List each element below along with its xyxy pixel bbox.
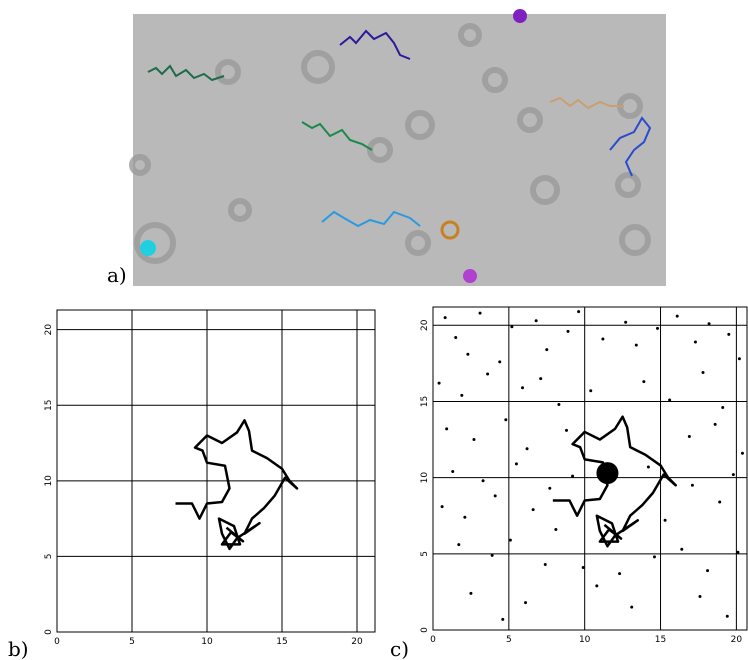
x-tick-label: 5 xyxy=(129,637,135,647)
scatter-dot xyxy=(690,483,694,487)
scatter-dot xyxy=(534,319,538,323)
panel-label: c) xyxy=(390,637,409,660)
x-tick-label: 20 xyxy=(731,635,743,645)
scatter-dot xyxy=(493,494,497,498)
scatter-dot xyxy=(440,505,444,509)
scatter-dot xyxy=(443,316,447,320)
scatter-dot xyxy=(740,451,744,455)
scatter-dot xyxy=(725,614,729,618)
x-tick-label: 10 xyxy=(201,637,213,647)
scatter-dot xyxy=(687,435,691,439)
scatter-dot xyxy=(524,601,528,605)
scatter-dot xyxy=(663,518,667,522)
scatter-dot xyxy=(557,403,561,407)
scatter-dot xyxy=(437,381,441,385)
x-tick-label: 0 xyxy=(54,637,60,647)
y-tick-label: 5 xyxy=(44,554,54,560)
scatter-dot xyxy=(581,566,585,570)
y-tick-label: 10 xyxy=(44,475,54,487)
scatter-dot xyxy=(706,569,710,573)
plot-frame xyxy=(56,309,376,633)
scatter-dot xyxy=(736,550,740,554)
scatter-dot xyxy=(652,555,656,559)
panel-label: b) xyxy=(8,637,29,660)
scatter-dot xyxy=(642,380,646,384)
trajectory xyxy=(175,419,299,551)
scatter-dot xyxy=(472,438,476,442)
scatter-dot xyxy=(514,462,518,466)
scatter-dot xyxy=(463,515,467,519)
scatter-dot xyxy=(554,527,558,531)
particle-marker xyxy=(596,462,619,485)
scatter-dot xyxy=(445,427,449,431)
x-tick-label: 0 xyxy=(430,635,436,645)
scatter-dot xyxy=(707,322,711,326)
y-tick-label: 0 xyxy=(44,629,54,635)
x-tick-label: 15 xyxy=(655,635,666,645)
x-tick-label: 15 xyxy=(276,637,287,647)
scatter-dot xyxy=(624,320,628,324)
scatter-dot xyxy=(478,311,482,315)
x-tick-label: 10 xyxy=(579,635,591,645)
scatter-dot xyxy=(466,352,470,356)
scatter-dot xyxy=(713,422,717,426)
scatter-dot xyxy=(698,594,702,598)
scatter-dot xyxy=(675,314,679,318)
scatter-dot xyxy=(531,508,535,512)
plot-frame xyxy=(432,306,748,631)
scatter-dot xyxy=(693,340,697,344)
scatter-dot xyxy=(481,479,485,483)
x-tick-label: 5 xyxy=(506,635,512,645)
y-tick-label: 15 xyxy=(44,400,54,411)
scatter-dot xyxy=(566,329,570,333)
scatter-dot xyxy=(564,428,568,432)
scatter-dot xyxy=(656,326,660,330)
panel-label: a) xyxy=(107,263,127,287)
scatter-dot xyxy=(646,465,650,469)
scatter-dot xyxy=(490,553,494,557)
microscope-image xyxy=(129,9,666,286)
scatter-dot xyxy=(589,389,593,393)
scatter-dot xyxy=(457,543,461,547)
scatter-dot xyxy=(601,337,605,341)
scatter-dot xyxy=(545,348,549,352)
scatter-dot xyxy=(548,486,552,490)
scatter-dot xyxy=(454,335,458,339)
scatter-dot xyxy=(718,500,722,504)
y-tick-label: 5 xyxy=(420,551,430,557)
scatter-dot xyxy=(680,547,684,551)
scatter-dot xyxy=(525,447,529,451)
scatter-dot xyxy=(721,406,725,410)
scatter-dot xyxy=(451,470,455,474)
scatter-dot xyxy=(571,474,575,478)
scatter-dot xyxy=(510,325,514,329)
scatter-dot xyxy=(618,572,622,576)
scatter-dot xyxy=(630,605,634,609)
scatter-dot xyxy=(539,377,543,381)
scatter-dot xyxy=(634,343,638,347)
y-tick-label: 10 xyxy=(420,472,430,484)
scatter-dot xyxy=(668,398,672,402)
y-tick-label: 15 xyxy=(420,396,430,407)
scatter-dot xyxy=(486,372,490,376)
y-tick-label: 0 xyxy=(420,627,430,633)
scatter-dot xyxy=(595,584,599,588)
scatter-dot xyxy=(520,386,524,390)
scatter-dot xyxy=(727,332,731,336)
scatter-dot xyxy=(501,617,505,621)
scatter-dot xyxy=(731,473,735,477)
scatter-dot xyxy=(460,393,464,397)
scatter-dot xyxy=(543,562,547,566)
scatter-dot xyxy=(508,538,512,542)
x-tick-label: 20 xyxy=(351,637,363,647)
scatter-dot xyxy=(577,310,581,314)
scatter-dot xyxy=(469,591,473,595)
scatter-dot xyxy=(701,371,705,375)
scatter-dot xyxy=(498,360,502,364)
scatter-dot xyxy=(504,418,508,422)
y-tick-label: 20 xyxy=(44,324,54,336)
scatter-dot xyxy=(737,357,741,361)
y-tick-label: 20 xyxy=(420,319,430,331)
